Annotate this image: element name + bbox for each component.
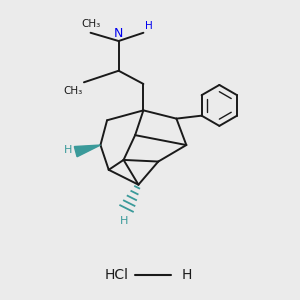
Polygon shape: [74, 145, 101, 157]
Text: HCl: HCl: [105, 268, 129, 283]
Text: H: H: [64, 145, 72, 155]
Text: N: N: [114, 27, 123, 40]
Text: H: H: [119, 216, 128, 226]
Text: CH₃: CH₃: [63, 85, 82, 96]
Text: H: H: [181, 268, 191, 283]
Text: H: H: [145, 21, 153, 31]
Text: CH₃: CH₃: [81, 20, 100, 29]
